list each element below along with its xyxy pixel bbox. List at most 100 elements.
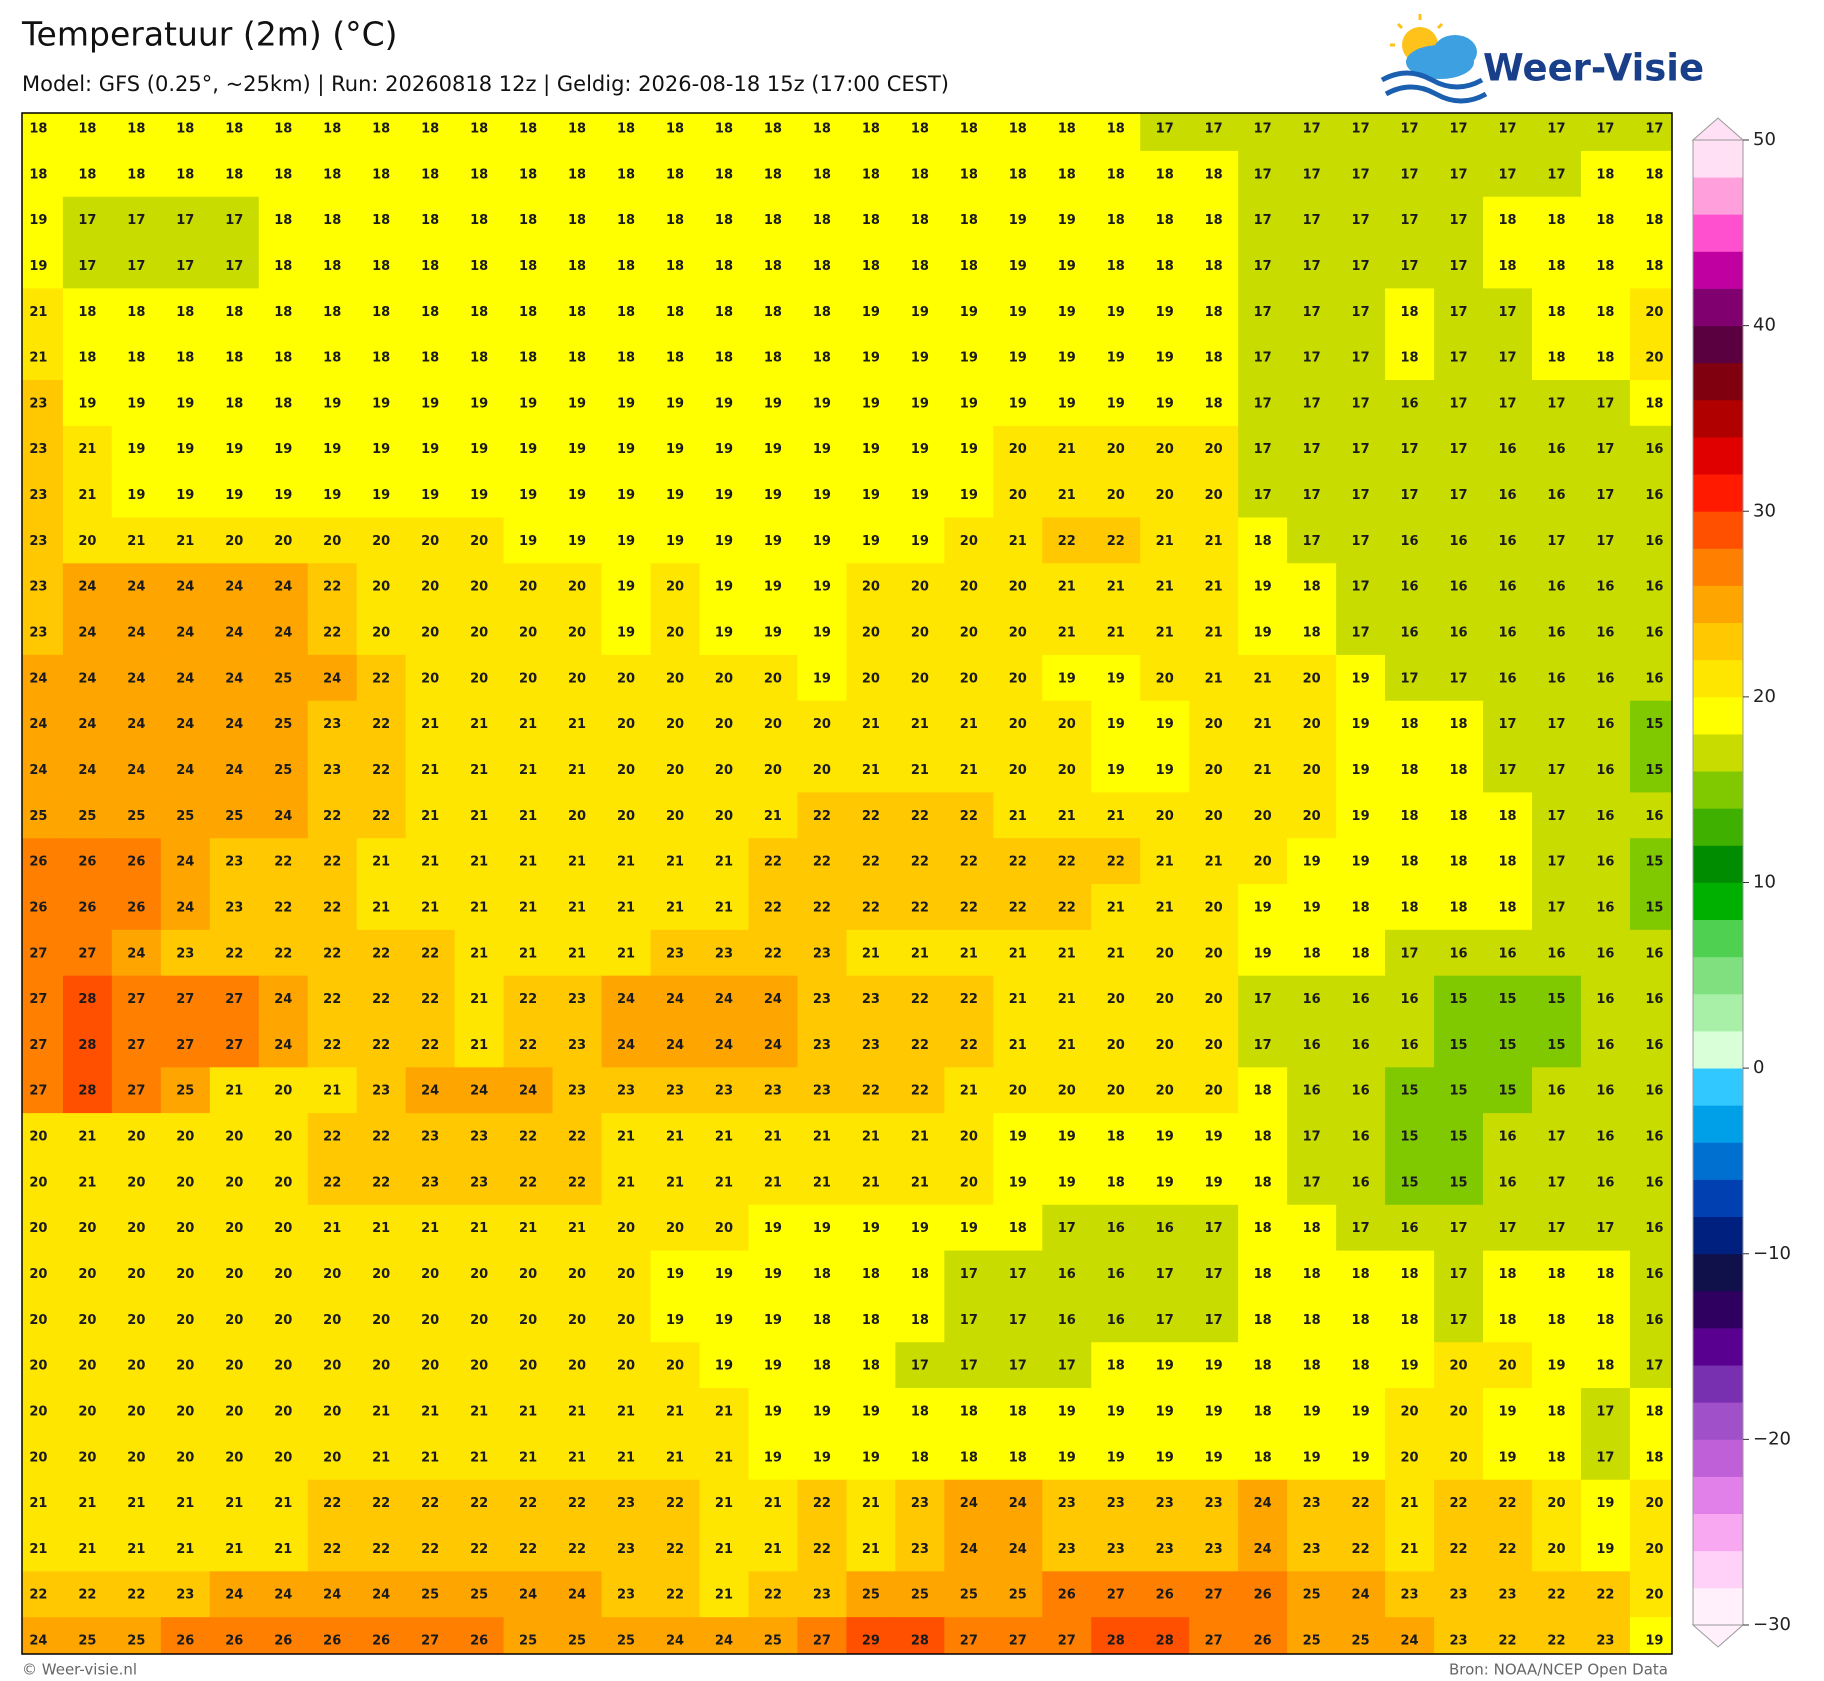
- temperature-cell: [160, 1479, 211, 1527]
- temperature-cell: [454, 975, 505, 1022]
- temperature-label: 18: [1058, 122, 1076, 137]
- temperature-label: 22: [421, 992, 439, 1007]
- temperature-cell: [1483, 1388, 1533, 1435]
- temperature-cell: [1287, 884, 1337, 931]
- temperature-label: 18: [1009, 167, 1027, 182]
- temperature-label: 17: [1352, 351, 1370, 366]
- temperature-label: 22: [78, 1588, 96, 1603]
- temperature-label: 22: [911, 855, 929, 870]
- temperature-label: 21: [372, 1221, 390, 1236]
- temperature-label: 18: [1547, 259, 1565, 274]
- temperature-label: 22: [1449, 1496, 1467, 1511]
- temperature-label: 20: [1205, 992, 1223, 1007]
- temperature-cell: [62, 1571, 113, 1618]
- temperature-cell: [160, 334, 211, 381]
- temperature-label: 19: [715, 626, 733, 641]
- temperature-cell: [1580, 425, 1631, 473]
- temperature-label: 22: [1058, 534, 1076, 549]
- temperature-label: 22: [1107, 534, 1125, 549]
- temperature-label: 19: [813, 671, 831, 686]
- temperature-label: 23: [29, 534, 47, 549]
- temperature-cell: [454, 1158, 505, 1206]
- temperature-label: 21: [470, 1038, 488, 1053]
- temperature-label: 20: [225, 1221, 243, 1236]
- temperature-label: 20: [323, 1313, 341, 1328]
- temperature-cell: [601, 609, 652, 656]
- temperature-label: 20: [372, 1267, 390, 1282]
- temperature-cell: [258, 700, 309, 748]
- temperature-label: 18: [1449, 855, 1467, 870]
- temperature-label: 19: [862, 534, 880, 549]
- temperature-label: 22: [519, 1130, 537, 1145]
- temperature-label: 24: [225, 1588, 243, 1603]
- temperature-label: 25: [78, 809, 96, 824]
- temperature-cell: [22, 113, 64, 152]
- temperature-cell: [1238, 471, 1288, 518]
- temperature-label: 20: [421, 534, 439, 549]
- temperature-label: 21: [421, 1450, 439, 1465]
- temperature-cell: [1140, 425, 1190, 473]
- temperature-label: 17: [1498, 305, 1516, 320]
- temperature-label: 20: [1156, 442, 1174, 457]
- temperature-label: 18: [1009, 122, 1027, 137]
- temperature-cell: [1580, 1433, 1631, 1481]
- temperature-cell: [1336, 746, 1386, 793]
- temperature-label: 19: [764, 488, 782, 503]
- temperature-label: 21: [617, 1450, 635, 1465]
- temperature-cell: [1042, 1479, 1092, 1527]
- temperature-label: 25: [225, 809, 243, 824]
- temperature-cell: [1434, 471, 1484, 518]
- temperature-cell: [1140, 1433, 1190, 1481]
- temperature-label: 20: [176, 1359, 194, 1374]
- temperature-label: 19: [666, 396, 684, 411]
- temperature-label: 19: [862, 442, 880, 457]
- temperature-label: 22: [323, 1038, 341, 1053]
- temperature-label: 18: [1107, 167, 1125, 182]
- temperature-label: 19: [1254, 626, 1272, 641]
- temperature-cell: [1434, 425, 1484, 473]
- temperature-label: 19: [1058, 1130, 1076, 1145]
- temperature-label: 18: [1596, 259, 1614, 274]
- temperature-label: 26: [29, 900, 47, 915]
- temperature-label: 18: [421, 351, 439, 366]
- temperature-label: 19: [715, 1313, 733, 1328]
- temperature-cell: [1434, 654, 1484, 702]
- temperature-cell: [1042, 1158, 1092, 1206]
- temperature-cell: [1629, 1479, 1672, 1527]
- temperature-label: 18: [421, 305, 439, 320]
- colorbar-band: [1693, 585, 1743, 624]
- temperature-cell: [699, 1433, 749, 1481]
- temperature-cell: [209, 1250, 260, 1297]
- temperature-cell: [748, 242, 798, 289]
- temperature-label: 26: [78, 855, 96, 870]
- temperature-label: 21: [470, 717, 488, 732]
- temperature-label: 18: [176, 305, 194, 320]
- temperature-cell: [1434, 884, 1484, 931]
- temperature-cell: [1091, 1342, 1141, 1389]
- temperature-label: 18: [666, 213, 684, 228]
- temperature-label: 27: [29, 1038, 47, 1053]
- temperature-cell: [1434, 1433, 1484, 1481]
- temperature-label: 18: [764, 122, 782, 137]
- temperature-cell: [1483, 196, 1533, 244]
- temperature-cell: [1336, 563, 1386, 610]
- temperature-label: 16: [1107, 1221, 1125, 1236]
- temperature-cell: [1531, 1388, 1582, 1435]
- temperature-label: 18: [813, 122, 831, 137]
- temperature-label: 22: [813, 900, 831, 915]
- temperature-label: 17: [127, 259, 145, 274]
- temperature-label: 20: [225, 1450, 243, 1465]
- colorbar-band: [1693, 251, 1743, 289]
- temperature-cell: [993, 334, 1043, 381]
- temperature-label: 20: [274, 1267, 292, 1282]
- temperature-label: 20: [323, 1359, 341, 1374]
- temperature-label: 17: [1156, 1267, 1174, 1282]
- temperature-cell: [1189, 1525, 1239, 1572]
- temperature-cell: [699, 1158, 749, 1206]
- temperature-cell: [650, 242, 700, 289]
- temperature-cell: [552, 929, 603, 977]
- temperature-label: 16: [1498, 488, 1516, 503]
- temperature-label: 17: [1449, 305, 1467, 320]
- temperature-cell: [1042, 1021, 1092, 1068]
- temperature-cell: [601, 113, 652, 152]
